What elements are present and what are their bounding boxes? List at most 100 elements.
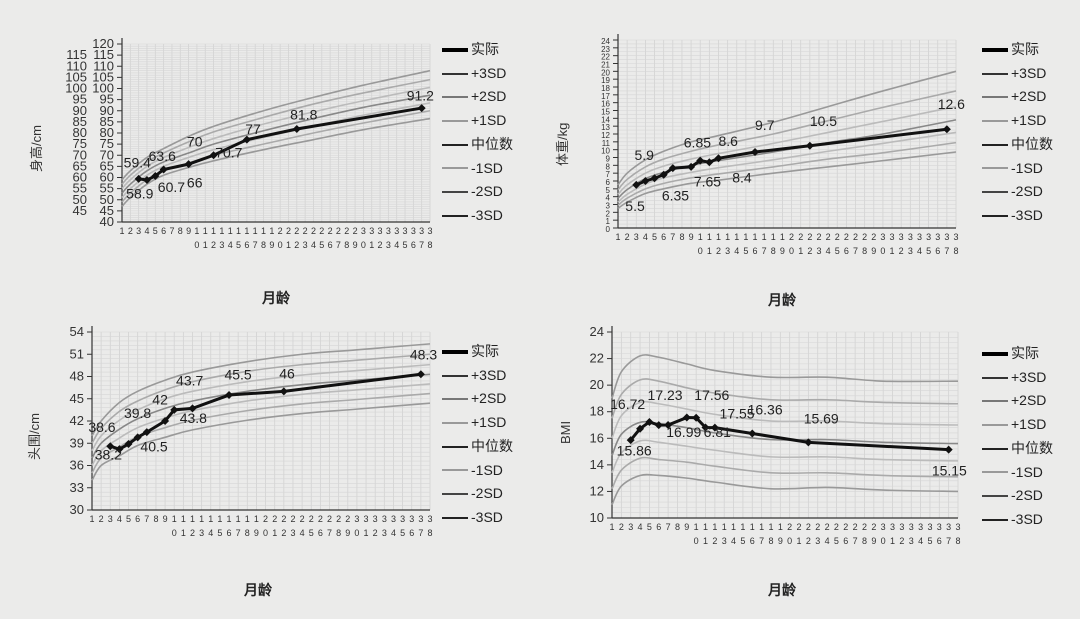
x-tick-label: 6 xyxy=(750,536,755,546)
reference-line-+1SD xyxy=(91,363,431,452)
x-tick-label: 7 xyxy=(327,528,332,538)
reference-line-+3SD xyxy=(91,343,431,437)
x-tick-label: 1 xyxy=(217,514,222,524)
legend-item: +1SD xyxy=(442,109,513,133)
x-tick-label: 2 xyxy=(862,232,867,242)
x-tick-label: 2 xyxy=(327,514,332,524)
legend-swatch xyxy=(442,374,468,377)
x-tick-label: 3 xyxy=(917,232,922,242)
x-tick-label: 2 xyxy=(797,522,802,532)
x-tick-label: 3 xyxy=(378,226,383,236)
data-label: 16.36 xyxy=(748,401,783,417)
actual-data-point xyxy=(645,417,654,426)
actual-data-point xyxy=(668,164,677,173)
x-tick-label: 7 xyxy=(670,232,675,242)
y-tick-label: 3 xyxy=(606,202,611,211)
x-tick-label: 3 xyxy=(373,514,378,524)
x-tick-label: 8 xyxy=(679,232,684,242)
y-tick-label: 51 xyxy=(70,346,84,361)
x-tick-label: 8 xyxy=(675,522,680,532)
y-tick-label: 24 xyxy=(590,324,604,339)
x-tick-label: 3 xyxy=(400,514,405,524)
x-tick-label: 1 xyxy=(740,522,745,532)
x-tick-label: 3 xyxy=(880,232,885,242)
y-tick-label: 8 xyxy=(606,162,611,171)
y-tick-label: 100 xyxy=(92,81,114,96)
x-tick-label: 1 xyxy=(272,528,277,538)
x-tick-label: 1 xyxy=(219,226,224,236)
actual-data-point xyxy=(188,404,197,413)
legend-swatch xyxy=(982,447,1008,450)
x-tick-label: 2 xyxy=(99,514,104,524)
data-label: 42 xyxy=(152,392,168,408)
x-tick-label: 1 xyxy=(759,522,764,532)
x-tick-label: 2 xyxy=(281,514,286,524)
x-tick-label: 6 xyxy=(661,232,666,242)
x-tick-label: 8 xyxy=(771,246,776,256)
legend-item: -3SD xyxy=(442,506,513,530)
x-tick-label: 2 xyxy=(281,528,286,538)
x-tick-label: 8 xyxy=(245,528,250,538)
legend-label: +2SD xyxy=(471,88,507,105)
x-tick-label: 7 xyxy=(853,536,858,546)
data-label: 15.69 xyxy=(804,411,839,427)
data-label: 8.6 xyxy=(718,133,738,149)
x-tick-label: 1 xyxy=(199,514,204,524)
x-tick-label: 1 xyxy=(698,232,703,242)
legend-swatch xyxy=(982,167,1008,170)
height-chart: 4045505560657075808590951001051101151204… xyxy=(65,36,434,250)
x-tick-label: 3 xyxy=(908,232,913,242)
x-tick-label: 0 xyxy=(698,246,703,256)
data-label: 63.6 xyxy=(149,148,176,164)
legend-swatch xyxy=(442,445,468,448)
x-tick-label: 4 xyxy=(826,246,831,256)
legend-label: -1SD xyxy=(471,461,503,478)
x-tick-label: 3 xyxy=(418,514,423,524)
x-tick-label: 0 xyxy=(787,536,792,546)
x-tick-label: 7 xyxy=(336,240,341,250)
x-tick-label: 7 xyxy=(946,536,951,546)
x-tick-label: 2 xyxy=(899,536,904,546)
legend-item: +2SD xyxy=(442,387,513,411)
y-tick-label-outer: 55 xyxy=(73,181,87,196)
legend-item: -1SD xyxy=(982,461,1053,485)
data-label: 46 xyxy=(279,366,295,382)
x-tick-label: 5 xyxy=(835,246,840,256)
x-tick-label: 5 xyxy=(126,514,131,524)
x-tick-label: 3 xyxy=(382,514,387,524)
actual-data-point xyxy=(170,405,179,414)
data-label: 16.99 xyxy=(666,424,701,440)
x-tick-label: 2 xyxy=(290,514,295,524)
y-tick-label: 10 xyxy=(590,510,604,525)
legend-item: 中位数 xyxy=(442,133,513,157)
data-label: 12.6 xyxy=(938,96,965,112)
actual-data-point xyxy=(664,421,673,429)
data-label: 48.3 xyxy=(410,346,437,362)
actual-data-point xyxy=(184,160,193,169)
actual-data-point xyxy=(159,165,168,174)
x-tick-label: 5 xyxy=(400,528,405,538)
x-tick-label: 1 xyxy=(778,522,783,532)
legend-swatch xyxy=(982,518,1008,521)
x-tick-label: 1 xyxy=(762,232,767,242)
x-tick-label: 5 xyxy=(403,240,408,250)
weight-y-axis-title: 体重/kg xyxy=(555,122,570,166)
x-tick-label: 5 xyxy=(153,226,158,236)
x-tick-label: 6 xyxy=(935,246,940,256)
data-label: 81.8 xyxy=(290,107,317,123)
x-tick-label: 3 xyxy=(926,232,931,242)
actual-data-point xyxy=(751,148,760,157)
y-tick-label: 75 xyxy=(100,136,114,151)
reference-line-+2SD xyxy=(611,378,959,419)
y-tick-label: 4 xyxy=(606,194,611,203)
x-tick-label: 3 xyxy=(927,522,932,532)
y-tick-label-outer: 110 xyxy=(66,58,87,73)
x-tick-label: 8 xyxy=(427,240,432,250)
y-tick-label: 42 xyxy=(70,413,84,428)
x-tick-label: 2 xyxy=(862,522,867,532)
legend-label: -2SD xyxy=(1011,183,1043,200)
x-tick-label: 3 xyxy=(391,514,396,524)
x-tick-label: 2 xyxy=(294,226,299,236)
x-tick-label: 1 xyxy=(119,226,124,236)
